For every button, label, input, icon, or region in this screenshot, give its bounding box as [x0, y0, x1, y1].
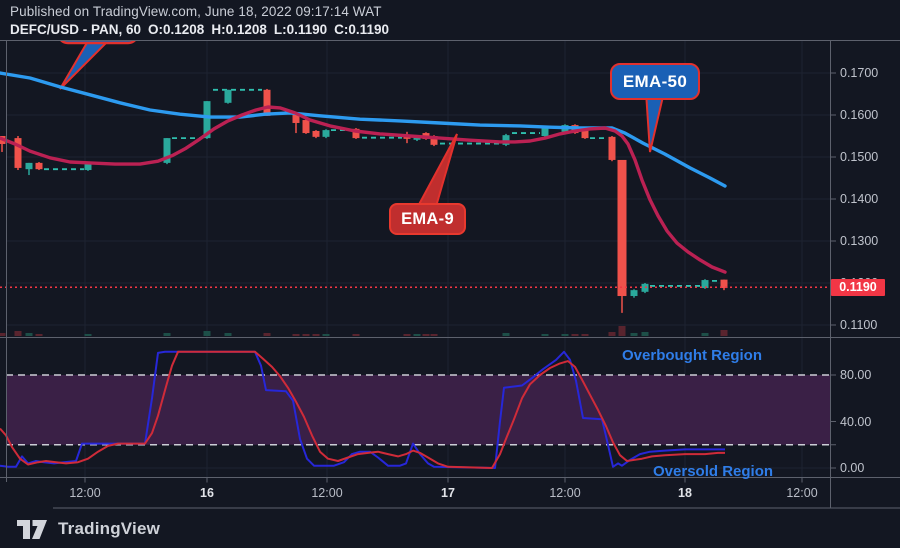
volume-bar — [0, 333, 6, 336]
volume-bar — [618, 326, 626, 336]
volume-bar — [701, 333, 709, 336]
candle-body — [302, 120, 310, 134]
symbol-ohlc-line: DEFC/USD - PAN, 60 O:0.1208 H:0.1208 L:0.11… — [10, 22, 389, 37]
clipped-callout-bubble — [60, 41, 136, 45]
volume-bar — [561, 334, 569, 336]
volume-bar — [14, 331, 22, 336]
candle-body — [25, 162, 33, 170]
candle-body — [312, 130, 320, 137]
candle-body — [720, 279, 728, 289]
volume-bar — [322, 334, 330, 336]
volume-bar — [84, 334, 92, 336]
volume-bar — [608, 332, 616, 336]
candle-body — [163, 138, 171, 163]
time-tick-label: 12:00 — [786, 486, 818, 500]
time-tick-label: 18 — [678, 486, 692, 500]
volume-bar — [25, 333, 33, 336]
volume-bar — [641, 332, 649, 336]
volume-bar — [263, 333, 271, 336]
volume-bar — [312, 334, 320, 336]
volume-bar — [571, 334, 579, 336]
candle-body — [352, 128, 360, 139]
volume-bar — [352, 334, 360, 336]
ohlc-open: O:0.1208 — [148, 22, 205, 37]
candle-body — [581, 130, 589, 139]
volume-bar — [203, 331, 211, 336]
time-tick-label: 17 — [441, 486, 455, 500]
oscillator-tick-label: 40.00 — [840, 414, 872, 429]
ohlc-low: L:0.1190 — [273, 22, 328, 37]
last-price-badge: 0.1190 — [831, 278, 885, 296]
price-tick-label: 0.1100 — [840, 318, 878, 332]
candle-body — [403, 136, 411, 139]
symbol-title: DEFC/USD - PAN, 60 — [10, 22, 142, 37]
stochastic-band — [6, 375, 830, 445]
candle-body — [322, 130, 330, 137]
candle-body — [263, 89, 271, 116]
tradingview-logo-icon — [17, 520, 47, 539]
overbought-region-label[interactable]: Overbought Region — [622, 347, 762, 364]
candle-body — [14, 138, 22, 168]
ema50-callout-text: EMA-50 — [622, 71, 688, 91]
candle-body — [35, 162, 43, 170]
candle-body — [701, 280, 709, 289]
volume-bar — [224, 333, 232, 336]
price-tick-label: 0.1700 — [840, 66, 879, 80]
stochastic-d-line — [0, 350, 725, 469]
oscillator-tick-label: 80.00 — [840, 368, 872, 382]
price-tick-label: 0.1400 — [840, 192, 879, 206]
footer-brand[interactable]: TradingView — [16, 516, 160, 541]
candle-body — [630, 290, 638, 297]
candle-body — [617, 159, 627, 297]
ema50-callout[interactable]: EMA-50 — [610, 63, 700, 100]
candle-body — [502, 135, 510, 145]
ohlc-high: H:0.1208 — [211, 22, 267, 37]
price-tick-label: 0.1600 — [840, 108, 879, 122]
volume-bar — [581, 334, 589, 336]
price-tick-label: 0.1300 — [840, 234, 879, 248]
volume-bar — [630, 333, 638, 336]
volume-bar — [35, 334, 43, 336]
volume-bar — [302, 334, 310, 336]
chart-header: Published on TradingView.com, June 18, 2… — [10, 4, 389, 37]
volume-bar — [163, 333, 171, 336]
volume-bar — [403, 334, 411, 336]
volume-bar — [720, 330, 728, 336]
volume-bar — [502, 333, 510, 336]
ohlc-close: C:0.1190 — [334, 22, 389, 37]
candle-body — [224, 89, 232, 103]
oscillator-tick-label: 0.00 — [840, 461, 865, 475]
candle-body — [608, 136, 616, 160]
ema50-line — [0, 71, 727, 188]
time-tick-label: 12:00 — [549, 486, 581, 500]
time-tick-label: 12:00 — [311, 486, 343, 500]
brand-name: TradingView — [58, 518, 161, 538]
volume-bar — [541, 334, 549, 336]
candle-body — [203, 101, 211, 139]
candle-body — [84, 164, 92, 171]
volume-bar — [292, 334, 300, 336]
candle-body — [541, 128, 549, 136]
candle-body — [292, 115, 300, 123]
candle-body — [430, 136, 438, 145]
published-line: Published on TradingView.com, June 18, 2… — [10, 4, 382, 19]
time-tick-label: 16 — [200, 486, 214, 500]
oversold-region-label[interactable]: Oversold Region — [653, 463, 774, 480]
ema9-callout[interactable]: EMA-9 — [389, 203, 466, 235]
stochastic-k-line — [0, 350, 725, 469]
price-tick-label: 0.1500 — [840, 150, 879, 164]
time-tick-label: 12:00 — [69, 486, 101, 500]
ema9-callout-text: EMA-9 — [401, 209, 454, 228]
ema9-line — [0, 105, 727, 274]
volume-bar — [413, 334, 421, 336]
volume-bar — [422, 334, 430, 336]
ema50-callout-tail — [644, 91, 666, 153]
volume-bar — [430, 334, 438, 336]
clipped-callout-tail — [59, 41, 110, 90]
